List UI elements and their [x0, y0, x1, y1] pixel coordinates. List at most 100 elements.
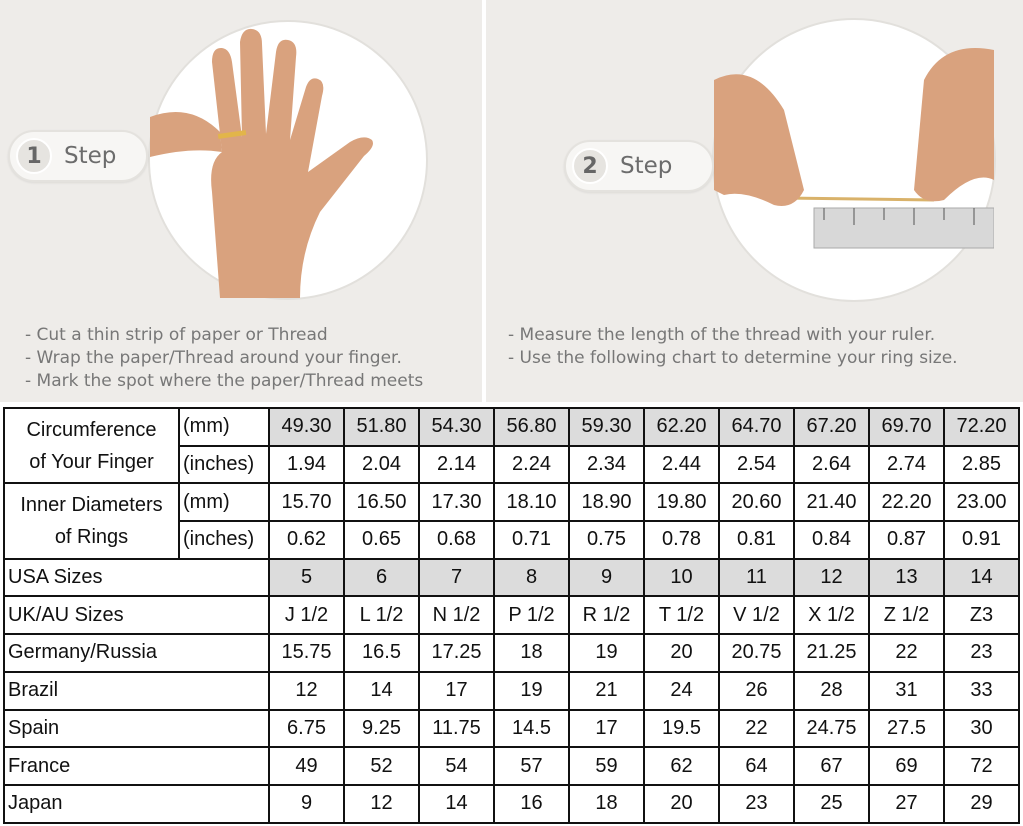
table-cell: 33 — [943, 670, 1020, 711]
table-cell: 14 — [418, 783, 495, 824]
table-cell: 2.74 — [868, 444, 945, 485]
table-cell: 28 — [793, 670, 870, 711]
table-cell: 0.62 — [268, 520, 345, 560]
table-cell: 0.71 — [493, 520, 570, 560]
label-line: Circumference — [26, 418, 157, 441]
inner-diameter-label: Inner Diameters of Rings — [3, 482, 180, 560]
table-cell: 16 — [493, 783, 570, 824]
table-cell: 12 — [793, 557, 870, 598]
table-cell: 9.25 — [343, 708, 420, 749]
table-row: France 49 52 54 57 59 62 64 67 69 72 — [3, 746, 1020, 786]
table-cell: 25 — [793, 783, 870, 824]
hand-measuring-finger-icon — [150, 28, 373, 298]
thread-and-ruler-icon — [714, 48, 995, 249]
table-cell: 0.91 — [943, 520, 1020, 560]
row-label: Germany/Russia — [3, 633, 270, 673]
table-cell: 57 — [493, 746, 570, 786]
row-label: France — [3, 746, 270, 786]
table-cell: 11 — [718, 557, 795, 598]
label-line: Inner Diameters — [20, 494, 163, 517]
ruler-photo — [712, 18, 996, 302]
table-cell: 72.20 — [943, 407, 1020, 447]
table-cell: 14 — [943, 557, 1020, 598]
table-cell: 62.20 — [643, 407, 720, 447]
table-cell: 6 — [343, 557, 420, 598]
table-cell: 2.64 — [793, 444, 870, 485]
table-cell: 0.65 — [343, 520, 420, 560]
table-cell: 23.00 — [943, 482, 1020, 523]
table-cell: J 1/2 — [268, 595, 345, 636]
table-cell: 31 — [868, 670, 945, 711]
circumference-inches-row: (inches) 1.94 2.04 2.14 2.24 2.34 2.44 2.54 2.64… — [4, 444, 1020, 485]
table-cell: 59 — [568, 746, 645, 786]
step2-badge: 2 Step — [564, 140, 714, 192]
inner-diameter-mm-row: Inner Diameters of Rings (mm) 15.70 16.50 17.… — [3, 482, 1020, 560]
table-cell: 0.84 — [793, 520, 870, 560]
table-cell: 0.75 — [568, 520, 645, 560]
table-cell: 15.70 — [268, 482, 345, 523]
table-cell: 16.50 — [343, 482, 420, 523]
table-cell: 17 — [568, 708, 645, 749]
table-cell: 67 — [793, 746, 870, 786]
table-cell: 64.70 — [718, 407, 795, 447]
table-cell: 54.30 — [418, 407, 495, 447]
table-cell: 12 — [343, 783, 420, 824]
instruction: - Cut a thin strip of paper or Thread — [25, 325, 328, 345]
ring-size-table: Circumference of Your Finger (mm) 49.30 51.8… — [3, 406, 1020, 824]
table-cell: 27.5 — [868, 708, 945, 749]
table-cell: Z3 — [943, 595, 1020, 636]
row-label: Brazil — [3, 670, 270, 711]
table-cell: 7 — [418, 557, 495, 598]
table-cell: 2.14 — [418, 444, 495, 485]
table-cell: 16.5 — [343, 633, 420, 673]
table-cell: 56.80 — [493, 407, 570, 447]
step-number: 2 — [572, 148, 608, 184]
unit-inches: (inches) — [178, 520, 270, 560]
table-cell: 62 — [643, 746, 720, 786]
instruction: - Mark the spot where the paper/Thread m… — [25, 371, 424, 391]
instruction: - Measure the length of the thread with … — [508, 325, 936, 345]
table-cell: 24 — [643, 670, 720, 711]
inner-diameter-inches-row: (inches) 0.62 0.65 0.68 0.71 0.75 0.78 0.81 0.84… — [4, 520, 1020, 560]
table-cell: 12 — [268, 670, 345, 711]
table-cell: 18.10 — [493, 482, 570, 523]
table-cell: 22 — [868, 633, 945, 673]
table-cell: 14 — [343, 670, 420, 711]
table-cell: 20.60 — [718, 482, 795, 523]
table-cell: 0.68 — [418, 520, 495, 560]
table-cell: 21.25 — [793, 633, 870, 673]
table-cell: 27 — [868, 783, 945, 824]
table-row: Brazil 12 14 17 19 21 24 26 28 31 33 — [3, 670, 1020, 711]
label-line: of Rings — [54, 526, 129, 549]
table-cell: 49.30 — [268, 407, 345, 447]
table-cell: 29 — [943, 783, 1020, 824]
table-cell: 17.25 — [418, 633, 495, 673]
table-row: Spain 6.75 9.25 11.75 14.5 17 19.5 22 24.75 27.5 3… — [3, 708, 1020, 749]
table-cell: 21.40 — [793, 482, 870, 523]
table-cell: 19.5 — [643, 708, 720, 749]
step-label: Step — [620, 153, 673, 179]
table-cell: 2.54 — [718, 444, 795, 485]
table-cell: 5 — [268, 557, 345, 598]
table-cell: 23 — [943, 633, 1020, 673]
table-cell: 11.75 — [418, 708, 495, 749]
table-cell: 23 — [718, 783, 795, 824]
table-cell: 8 — [493, 557, 570, 598]
circumference-label: Circumference of Your Finger — [3, 406, 180, 485]
table-cell: 18.90 — [568, 482, 645, 523]
table-cell: P 1/2 — [493, 595, 570, 636]
table-cell: 69 — [868, 746, 945, 786]
table-cell: 18 — [568, 783, 645, 824]
table-cell: 9 — [568, 557, 645, 598]
table-cell: 22.20 — [868, 482, 945, 523]
table-cell: 26 — [718, 670, 795, 711]
table-cell: 51.80 — [343, 407, 420, 447]
table-cell: 17 — [418, 670, 495, 711]
table-row: Japan 9 12 14 16 18 20 23 25 27 29 — [3, 783, 1020, 824]
table-cell: L 1/2 — [343, 595, 420, 636]
table-cell: Z 1/2 — [868, 595, 945, 636]
table-cell: 0.87 — [868, 520, 945, 560]
row-label: USA Sizes — [3, 557, 270, 598]
table-cell: 0.78 — [643, 520, 720, 560]
table-cell: 10 — [643, 557, 720, 598]
